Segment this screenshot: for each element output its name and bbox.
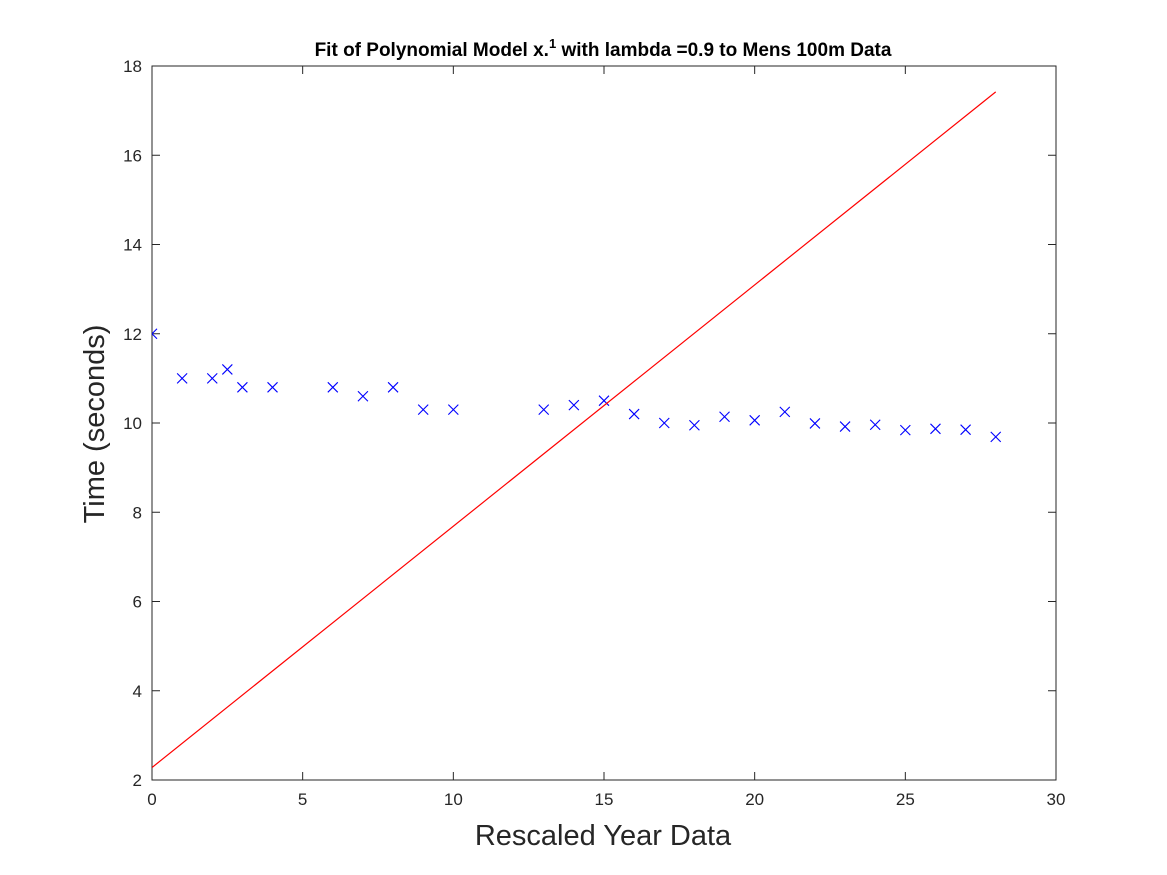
- y-tick-label: 12: [123, 325, 142, 344]
- data-point-marker: [387, 381, 399, 393]
- y-axis-label: Time (seconds): [79, 325, 111, 524]
- data-point-marker: [237, 381, 248, 393]
- data-point-marker: [221, 364, 233, 375]
- title-superscript: 1: [549, 36, 556, 51]
- data-point-marker: [628, 408, 640, 420]
- data-point-marker: [960, 424, 971, 436]
- data-point-marker: [899, 424, 911, 436]
- data-point-marker: [990, 431, 1002, 443]
- x-tick-label: 5: [298, 790, 307, 809]
- y-tick-label: 2: [133, 771, 142, 790]
- data-point-marker: [658, 417, 670, 429]
- data-point-marker: [930, 423, 941, 435]
- y-tick-label: 18: [123, 57, 142, 76]
- x-tick-label: 20: [745, 790, 764, 809]
- y-tick-label: 14: [123, 236, 142, 255]
- x-tick-label: 25: [896, 790, 915, 809]
- y-tick-label: 10: [123, 414, 142, 433]
- data-point-marker: [598, 395, 610, 407]
- data-point-marker: [749, 414, 761, 426]
- data-point-marker: [152, 328, 158, 340]
- title-main: Fit of Polynomial Model x.: [315, 40, 549, 61]
- x-axis-label: Rescaled Year Data: [475, 820, 732, 852]
- data-point-marker: [357, 390, 369, 402]
- data-point-marker: [206, 372, 218, 384]
- y-tick-label: 4: [133, 682, 142, 701]
- data-point-marker: [447, 404, 459, 416]
- data-layer: [152, 91, 1002, 768]
- title-rest: with lambda =0.9 to Mens 100m Data: [556, 40, 892, 61]
- x-tick-label: 30: [1047, 790, 1066, 809]
- data-point-marker: [839, 421, 851, 432]
- x-tick-label: 15: [595, 790, 614, 809]
- data-point-marker: [689, 419, 700, 431]
- x-tick-label: 0: [147, 790, 156, 809]
- data-point-marker: [568, 399, 580, 411]
- fit-line: [152, 91, 997, 768]
- data-point-marker: [538, 404, 550, 416]
- chart-title: Fit of Polynomial Model x.1 with lambda …: [315, 36, 892, 61]
- axes-box: [151, 65, 1057, 781]
- data-point-marker: [719, 411, 730, 423]
- plot-area: 0 5 10 15 20 25 30 2 4 6 8 10 12 14 16 18: [123, 57, 1065, 809]
- data-point-marker: [869, 419, 881, 431]
- data-point-marker: [176, 372, 188, 384]
- data-point-marker: [267, 381, 278, 393]
- data-point-marker: [779, 406, 791, 418]
- data-point-marker: [327, 381, 339, 393]
- x-tick-label: 10: [444, 790, 463, 809]
- data-point-marker: [809, 418, 821, 429]
- data-point-marker: [417, 404, 429, 416]
- y-tick-label: 8: [133, 503, 142, 522]
- y-tick-label: 6: [133, 593, 142, 612]
- y-tick-label: 16: [123, 146, 142, 165]
